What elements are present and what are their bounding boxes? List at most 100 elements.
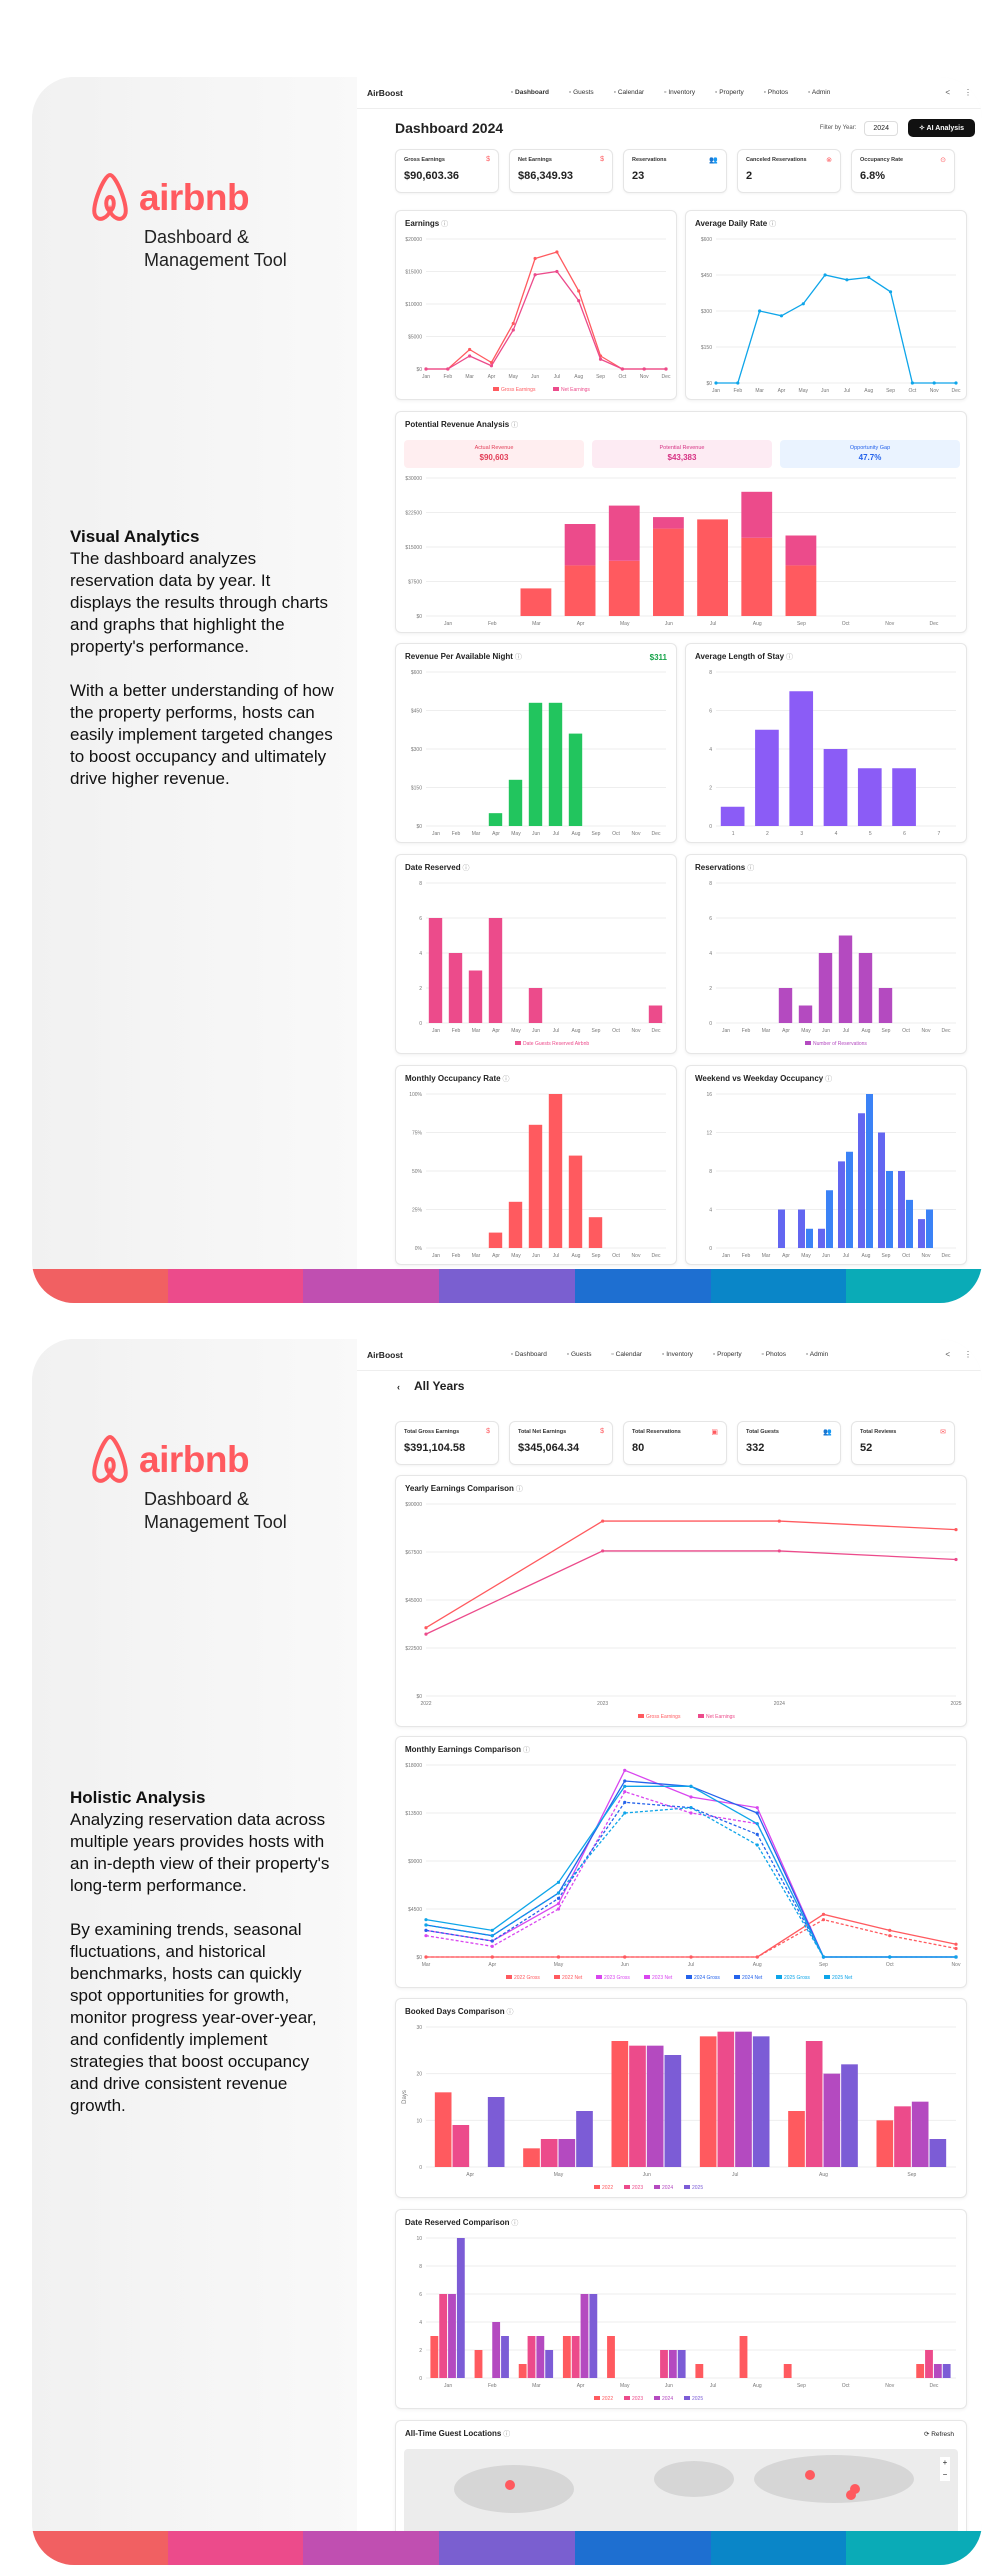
series-line [426, 270, 666, 370]
stat-net-earnings: Net Earnings $86,349.93 $ [509, 149, 613, 193]
data-point [424, 1934, 428, 1938]
date-reserved-chart: 0 2 4 6 8 Jan Feb Mar Apr May Jun Jul Aug Sep Oct Nov De… [419, 881, 666, 1047]
data-point [689, 1795, 693, 1799]
back-icon[interactable]: ‹ [397, 1382, 400, 1392]
monthly-chart: $0 $4500 $9000 $13500 $18000 Mar Apr May Jun Jul A… [405, 1763, 961, 1981]
data-point [954, 381, 958, 385]
bar [697, 519, 728, 616]
bar [846, 1151, 853, 1248]
nav-photos[interactable]: Photos [762, 1351, 786, 1358]
data-point [755, 1955, 759, 1959]
paragraph-1: The dashboard analyzes reservation data … [70, 549, 328, 656]
nav-property[interactable]: Property [715, 89, 744, 96]
share-icon[interactable]: < [945, 1350, 950, 1359]
legend-swatch [654, 2185, 660, 2189]
bar [894, 2106, 911, 2167]
x-tick-label: Aug [753, 2383, 762, 2389]
data-point [888, 1928, 892, 1932]
x-tick-label: Sep [882, 1028, 891, 1034]
bar [528, 1124, 543, 1248]
app-name[interactable]: AirBoost [367, 1349, 403, 1360]
y-tick-label: $15000 [405, 270, 422, 276]
nav-admin[interactable]: Admin [808, 89, 830, 96]
refresh-button[interactable]: ⟳ Refresh [923, 2431, 954, 2438]
bar [798, 1005, 813, 1023]
data-point [845, 278, 849, 282]
data-point [755, 1806, 759, 1810]
x-tick-label: Oct [908, 388, 916, 394]
potential-card: Potential Revenue Analysis Actual Revenu… [395, 411, 967, 633]
x-tick-label: Jun [665, 2383, 673, 2389]
logo-word: airbnb [139, 177, 250, 218]
data-point [821, 1918, 826, 1922]
bar [518, 2364, 527, 2378]
x-tick-label: May [620, 2383, 630, 2389]
bar [448, 2294, 456, 2378]
x-tick-label: Oct [618, 374, 626, 380]
nav-inventory[interactable]: Inventory [662, 1351, 693, 1358]
bar [430, 2336, 439, 2378]
bar [699, 2036, 717, 2167]
alos-card: Average Length of Stay 0 2 4 6 8 1 2 3 4 5 6 7 [685, 643, 967, 843]
y-tick-label: 0 [419, 2376, 422, 2382]
x-tick-label: 5 [869, 831, 872, 837]
y-tick-label: $5000 [408, 335, 422, 341]
message-icon: ✉ [940, 1429, 946, 1436]
x-tick-label: Nov [952, 1962, 961, 1968]
nav-admin[interactable]: Admin [806, 1351, 828, 1358]
nav-calendar[interactable]: Calendar [612, 1351, 642, 1358]
bar [523, 2148, 540, 2167]
data-point [821, 1912, 826, 1916]
map-marker[interactable] [505, 2480, 515, 2490]
more-icon[interactable]: ⋮ [964, 88, 972, 97]
data-point [620, 367, 624, 371]
showcase-panel-1: airbnb Dashboard & Management Tool Visua… [32, 77, 982, 1303]
y-tick-label: $7500 [408, 580, 422, 586]
y-tick-label: 25% [412, 1208, 423, 1214]
x-tick-label: Jun [621, 1962, 629, 1968]
nav-guests[interactable]: Guests [569, 89, 594, 96]
bar [892, 768, 916, 826]
x-tick-label: Feb [488, 621, 497, 627]
data-point [755, 1811, 759, 1815]
card-title: Booked Days Comparison [405, 2007, 514, 2017]
map-marker[interactable] [846, 2490, 856, 2500]
zoom-controls[interactable]: + − [940, 2457, 950, 2481]
bar [942, 2364, 951, 2378]
nav-dashboard[interactable]: Dashboard [511, 89, 549, 96]
app-name[interactable]: AirBoost [367, 87, 403, 98]
x-tick-label: Jul [688, 1962, 694, 1968]
x-tick-label: 4 [835, 831, 838, 837]
share-icon[interactable]: < [945, 88, 950, 97]
data-point [954, 1528, 958, 1532]
nav-dashboard[interactable]: Dashboard [511, 1351, 547, 1358]
x-tick-label: 2023 [597, 1701, 608, 1707]
y-tick-label: $300 [411, 747, 422, 753]
bar [695, 2364, 704, 2378]
series-line [425, 1520, 957, 1629]
nav-guests[interactable]: Guests [567, 1351, 592, 1358]
x-tick-label: Sep [797, 2383, 806, 2389]
paragraph-2: By examining trends, seasonal fluctuatio… [70, 1920, 317, 2115]
stat-label: Reservations [632, 157, 667, 163]
data-point [623, 1790, 627, 1794]
nav-photos[interactable]: Photos [764, 89, 788, 96]
nav-inventory[interactable]: Inventory [664, 89, 695, 96]
data-point [642, 367, 646, 371]
more-icon[interactable]: ⋮ [964, 1350, 972, 1359]
nav-calendar[interactable]: Calendar [614, 89, 644, 96]
stat-reservations: Reservations 23 👥 [623, 149, 727, 193]
y-tick-label: 6 [709, 709, 712, 715]
map-marker[interactable] [805, 2470, 815, 2480]
nav-property[interactable]: Property [713, 1351, 742, 1358]
adr-chart: $0 $150 $300 $450 $600 Jan Feb Mar Apr May Jun Jul A… [701, 237, 961, 394]
series-line [426, 251, 666, 370]
x-tick-label: 3 [800, 831, 803, 837]
year-select[interactable]: 2024 [864, 120, 898, 136]
pill-value: $90,603 [479, 453, 509, 462]
ai-analysis-button[interactable]: ✧ AI Analysis [907, 119, 975, 137]
color-stripe [32, 1269, 982, 1303]
x-tick-label: Feb [734, 388, 743, 394]
pill-value: 47.7% [858, 453, 882, 462]
color-stripe [32, 2531, 982, 2565]
